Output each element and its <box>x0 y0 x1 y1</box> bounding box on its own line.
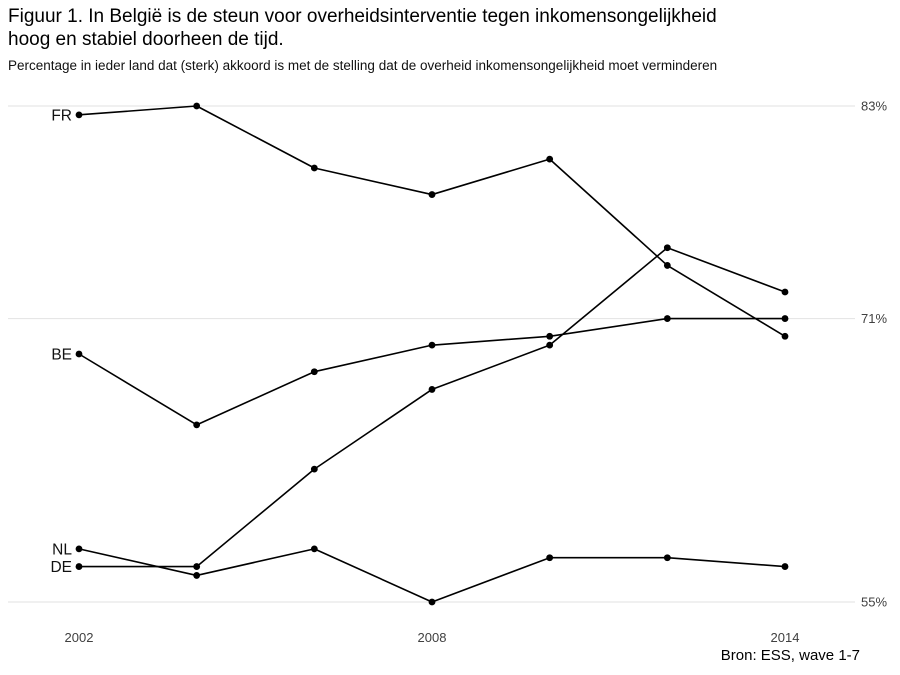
source-note: Bron: ESS, wave 1-7 <box>720 647 860 664</box>
figure-title-line1: Figuur 1. In België is de steun voor ove… <box>8 6 717 27</box>
series-label-BE: BE <box>51 347 72 364</box>
x-tick-label: 2002 <box>65 630 94 645</box>
series-label-NL: NL <box>52 541 72 558</box>
series-line-NL <box>78 548 786 603</box>
data-point-NL-2002 <box>75 545 83 553</box>
data-point-NL-2006 <box>310 545 318 553</box>
figure-title: Figuur 1. In België is de steun voor ove… <box>8 5 717 51</box>
y-tick-label: 83% <box>861 99 887 114</box>
series-line-BE <box>78 317 786 426</box>
data-point-DE-2010 <box>546 341 554 349</box>
y-tick-label: 71% <box>861 311 887 326</box>
data-point-DE-2014 <box>781 288 789 296</box>
data-point-FR-2008 <box>428 191 436 198</box>
series-label-FR: FR <box>51 107 72 124</box>
data-point-BE-2006 <box>310 368 318 376</box>
data-point-BE-2008 <box>428 341 436 349</box>
data-point-BE-2010 <box>546 332 554 340</box>
data-point-DE-2012 <box>663 244 671 252</box>
data-point-DE-2006 <box>310 465 318 473</box>
data-point-FR-2010 <box>546 155 554 163</box>
data-point-FR-2014 <box>781 332 789 340</box>
series-label-DE: DE <box>50 559 72 576</box>
data-point-BE-2014 <box>781 315 789 322</box>
data-point-FR-2002 <box>75 111 83 119</box>
data-point-DE-2004 <box>193 563 201 570</box>
data-point-NL-2010 <box>546 554 554 562</box>
x-tick-label: 2014 <box>771 630 800 645</box>
x-tick-label: 2008 <box>418 630 447 645</box>
data-point-NL-2012 <box>663 554 671 562</box>
figure-title-line2: hoog en stabiel doorheen de tijd. <box>8 29 284 50</box>
data-point-FR-2004 <box>193 102 201 110</box>
data-point-NL-2004 <box>193 572 201 579</box>
y-tick-label: 55% <box>861 595 887 610</box>
data-point-DE-2002 <box>75 563 83 570</box>
data-point-NL-2014 <box>781 563 789 570</box>
figure-subtitle: Percentage in ieder land dat (sterk) akk… <box>8 58 718 73</box>
data-point-FR-2012 <box>663 262 671 269</box>
data-point-FR-2006 <box>310 164 318 172</box>
series-line-DE <box>78 246 786 568</box>
data-point-BE-2012 <box>663 315 671 322</box>
data-point-BE-2002 <box>75 350 83 358</box>
data-point-BE-2004 <box>193 421 201 429</box>
data-point-NL-2008 <box>428 598 436 606</box>
series-line-FR <box>78 105 786 338</box>
data-point-DE-2008 <box>428 386 436 393</box>
